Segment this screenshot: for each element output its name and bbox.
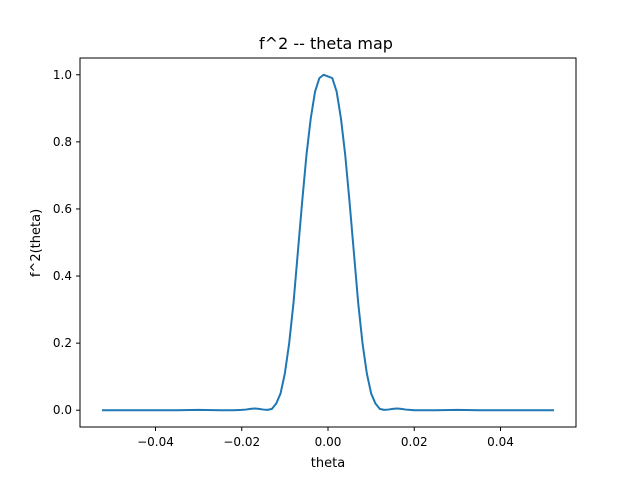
x-tick-label: 0.04: [487, 435, 514, 449]
y-tick-label: 0.8: [53, 135, 72, 149]
axes-frame: [79, 57, 577, 428]
series-line: [102, 73, 554, 412]
y-axis-label: f^2(theta): [29, 209, 44, 277]
x-tick-label: 0.00: [315, 435, 342, 449]
plot-area: −0.04 −0.02 0.00 0.02 0.04 0.0 0.2 0.4 0.6 0.8 1.…: [53, 57, 577, 449]
y-tick-label: 0.6: [53, 202, 72, 216]
x-axis-label: theta: [311, 456, 345, 471]
chart-title: f^2 -- theta map: [259, 34, 393, 53]
y-tick-label: 1.0: [53, 68, 72, 82]
x-tick-label: 0.02: [401, 435, 428, 449]
y-axis-ticks: 0.0 0.2 0.4 0.6 0.8 1.0: [53, 68, 80, 417]
x-tick-label: −0.04: [137, 435, 174, 449]
x-tick-label: −0.02: [223, 435, 260, 449]
y-tick-label: 0.0: [53, 403, 72, 417]
y-tick-label: 0.4: [53, 269, 72, 283]
x-axis-ticks: −0.04 −0.02 0.00 0.02 0.04: [137, 427, 514, 449]
y-tick-label: 0.2: [53, 336, 72, 350]
